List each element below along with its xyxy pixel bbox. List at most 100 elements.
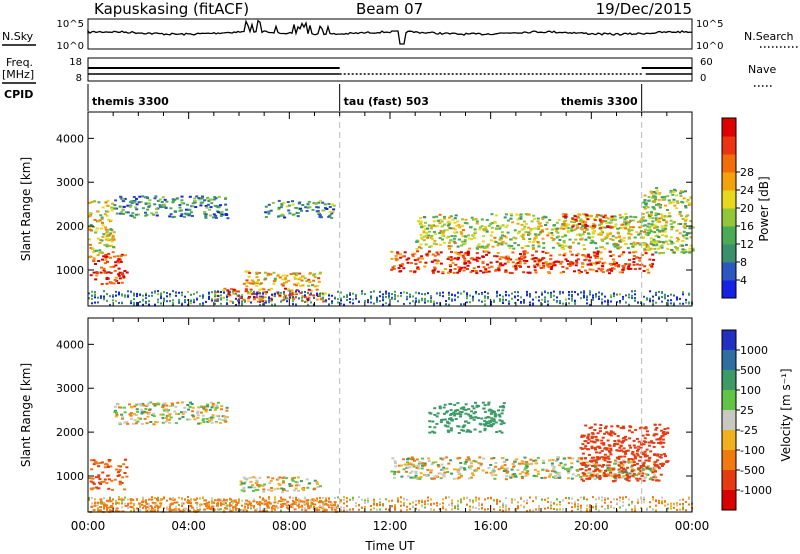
velocity-near-range-echo (277, 501, 279, 504)
velocity-echo-cell (473, 460, 477, 463)
power-echo-cell (591, 268, 595, 271)
velocity-echo-cell (204, 408, 208, 411)
velocity-echo-cell (281, 477, 285, 479)
velocity-echo-cell (566, 477, 570, 480)
power-near-range-echo (370, 297, 372, 300)
power-near-range-echo (217, 294, 219, 297)
velocity-echo-cell (483, 424, 487, 427)
power-echo-cell (598, 260, 602, 263)
velocity-echo-cell (257, 485, 261, 488)
velocity-echo-cell (498, 415, 502, 418)
power-echo-cell (104, 228, 108, 231)
power-echo-cell (287, 289, 291, 292)
velocity-echo-cell (235, 503, 238, 506)
velocity-echo-cell (601, 465, 604, 468)
power-echo-cell (598, 218, 602, 221)
power-echo-cell (474, 258, 478, 261)
power-echo-cell (501, 224, 505, 227)
power-near-range-echo (589, 293, 591, 296)
velocity-echo-cell (590, 445, 594, 448)
velocity-echo-cell (397, 470, 401, 473)
velocity-echo-cell (313, 487, 317, 490)
velocity-echo-cell (273, 488, 277, 491)
power-near-range-echo (481, 300, 483, 303)
power-echo-cell (418, 220, 421, 223)
power-echo-cell (215, 205, 219, 208)
power-echo-cell (595, 270, 599, 273)
power-near-range-echo (166, 295, 168, 298)
velocity-echo-cell (459, 415, 462, 418)
velocity-echo-cell (493, 414, 497, 417)
power-echo-cell (114, 199, 118, 202)
velocity-echo-cell (662, 441, 666, 444)
velocity-near-range-echo (133, 509, 135, 512)
velocity-echo-cell (181, 416, 185, 418)
power-echo-cell (188, 208, 192, 211)
velocity-echo-cell (617, 439, 621, 442)
velocity-near-range-echo (595, 508, 597, 511)
velocity-echo-cell (152, 423, 156, 426)
velocity-near-range-echo (145, 499, 147, 502)
power-echo-cell (486, 263, 490, 266)
power-near-range-echo (157, 290, 159, 293)
power-echo-cell (255, 271, 259, 274)
velocity-echo-cell (598, 477, 602, 480)
power-echo-cell (623, 226, 627, 229)
velocity-echo-cell (169, 498, 173, 501)
velocity-echo-cell (579, 462, 583, 465)
power-echo-cell (309, 289, 313, 292)
power-near-range-echo (130, 300, 132, 302)
velocity-near-range-echo (571, 509, 573, 512)
power-near-range-echo (283, 298, 285, 301)
power-echo-cell (669, 236, 673, 239)
power-near-range-echo (649, 300, 651, 303)
power-near-range-echo (283, 292, 285, 295)
velocity-echo-cell (206, 420, 210, 423)
power-echo-cell (252, 280, 256, 283)
power-echo-cell (117, 261, 121, 264)
power-echo-cell (457, 238, 461, 241)
velocity-near-range-echo (331, 508, 333, 511)
power-echo-cell (103, 213, 107, 216)
velocity-echo-cell (580, 457, 584, 460)
velocity-echo-cell (525, 471, 529, 474)
power-echo-cell (660, 213, 664, 216)
power-near-range-echo (580, 291, 582, 294)
velocity-echo-cell (207, 417, 211, 420)
velocity-echo-cell (267, 501, 271, 504)
power-echo-cell (618, 246, 622, 249)
velocity-near-range-echo (88, 497, 90, 500)
power-near-range-echo (148, 303, 150, 306)
power-echo-cell (128, 205, 132, 208)
power-echo-cell (487, 224, 491, 227)
power-echo-cell (634, 250, 638, 253)
velocity-echo-cell (206, 507, 210, 510)
velocity-near-range-echo (550, 507, 552, 510)
power-echo-cell (667, 199, 671, 202)
velocity-echo-cell (138, 502, 141, 505)
power-near-range-echo (553, 298, 555, 301)
power-echo-cell (423, 265, 427, 268)
power-echo-cell (173, 210, 177, 213)
power-echo-cell (689, 220, 693, 223)
velocity-echo-cell (628, 444, 632, 447)
velocity-near-range-echo (232, 502, 234, 505)
power-echo-cell (605, 236, 609, 239)
power-echo-cell (549, 268, 553, 270)
velocity-echo-cell (268, 482, 272, 485)
power-near-range-echo (217, 298, 219, 301)
power-echo-cell (456, 258, 460, 261)
power-echo-cell (331, 211, 335, 213)
velocity-echo-cell (414, 474, 418, 477)
velocity-near-range-echo (100, 509, 102, 512)
power-near-range-echo (655, 301, 657, 304)
power-near-range-echo (454, 299, 456, 302)
velocity-echo-cell (435, 422, 439, 425)
velocity-echo-cell (596, 445, 600, 448)
velocity-echo-cell (189, 401, 192, 404)
power-echo-cell (609, 264, 613, 266)
velocity-echo-cell (596, 464, 600, 467)
velocity-echo-cell (143, 410, 147, 413)
power-echo-cell (117, 273, 121, 276)
power-echo-cell (89, 214, 93, 217)
